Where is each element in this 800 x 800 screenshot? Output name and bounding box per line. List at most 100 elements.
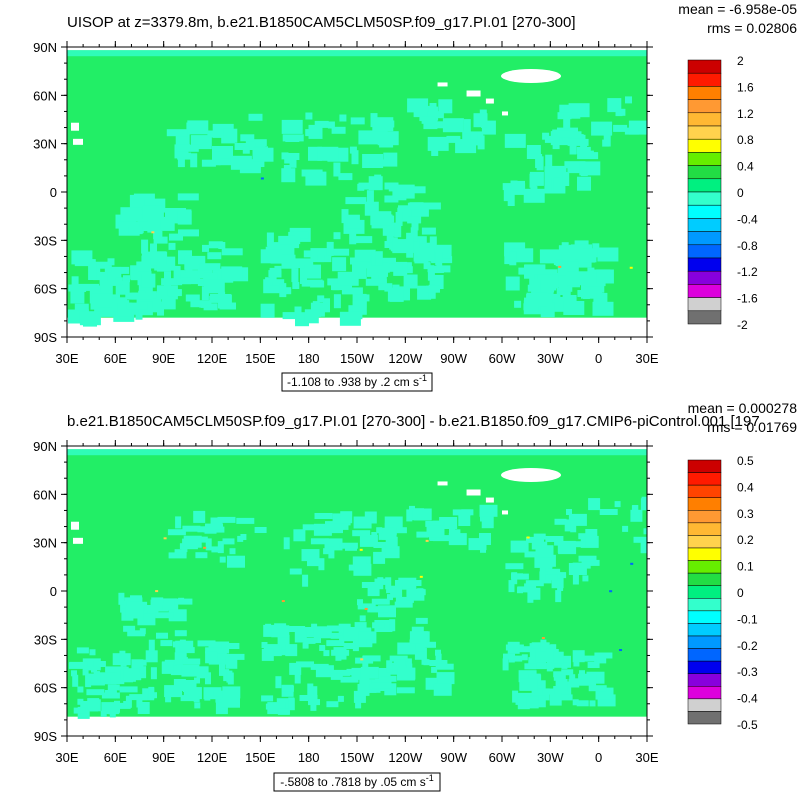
field-cell [293, 529, 306, 542]
field-cell [127, 630, 146, 637]
colorbar-label: 2 [737, 54, 744, 68]
field-cell [382, 221, 390, 236]
field-cell [351, 150, 359, 165]
field-cell [313, 523, 332, 536]
y-tick-label: 0 [50, 185, 57, 200]
x-tick-label: 30W [537, 351, 564, 366]
field-cell [384, 182, 399, 190]
land-block [502, 111, 508, 116]
field-cell [288, 697, 295, 710]
field-cell [245, 139, 267, 147]
field-cell [371, 251, 379, 266]
field-cell [328, 546, 335, 559]
colorbar-label: -1.6 [737, 292, 758, 306]
field-cell [222, 538, 235, 545]
colorbar-label: 0.4 [737, 480, 754, 494]
field-cell [446, 135, 461, 143]
field-cell [185, 294, 200, 302]
anomaly-dot [526, 536, 530, 539]
range-note-exponent: -1 [419, 373, 427, 383]
field-cell [525, 580, 544, 587]
x-tick-label: 150E [245, 351, 276, 366]
field-cell [376, 527, 383, 534]
field-polar-strip [67, 449, 647, 456]
field-cell [120, 600, 127, 613]
field-cell [129, 194, 137, 209]
field-cell [507, 641, 520, 654]
field-cell [479, 533, 491, 545]
field-cell [631, 505, 638, 512]
field-cell [353, 516, 372, 529]
colorbar-label: -0.3 [737, 665, 758, 679]
field-cell [353, 563, 372, 576]
field-cell [603, 132, 611, 147]
field-cell [323, 548, 330, 555]
map-field [67, 50, 647, 327]
chart-panel-2: b.e21.B1850CAM5CLM50SP.f09_g17.PI.01 [27… [33, 400, 797, 792]
field-cell [455, 139, 477, 154]
field-cell [141, 273, 156, 288]
land-block [466, 489, 481, 496]
field-cell [185, 266, 193, 274]
stat-mean: mean = -6.958e-05 [678, 1, 797, 17]
field-cell [541, 541, 548, 548]
field-cell [125, 695, 132, 708]
y-tick-label: 90N [33, 40, 57, 55]
anomaly-dot [419, 575, 423, 578]
field-cell [396, 687, 415, 694]
field-cell [330, 523, 349, 530]
field-cell [160, 640, 173, 647]
field-cell [205, 672, 211, 685]
field-cell [524, 663, 537, 670]
field-cell [599, 509, 618, 515]
chart-title: UISOP at z=3379.8m, b.e21.B1850CAM5CLM50… [67, 14, 576, 31]
field-cell [361, 582, 380, 588]
colorbar-swatch [687, 310, 722, 325]
field-cell [197, 526, 216, 533]
field-cell [144, 605, 163, 611]
field-cell [537, 274, 559, 289]
field-cell [282, 134, 304, 142]
field-cell [115, 277, 123, 285]
field-cell [71, 250, 93, 265]
y-tick-label: 30N [33, 536, 57, 551]
field-cell [277, 708, 290, 715]
field-cell [242, 146, 250, 154]
field-cell [355, 294, 370, 302]
x-tick-label: 120E [197, 750, 228, 765]
field-cell [504, 250, 512, 265]
field-cell [208, 241, 223, 249]
colorbar-swatch [687, 138, 722, 153]
field-cell [435, 653, 442, 666]
land-greenland [501, 69, 561, 83]
colorbar-swatch [687, 585, 722, 599]
field-cell [177, 210, 192, 225]
field-cell [511, 572, 518, 585]
field-cell [169, 233, 183, 241]
x-tick-label: 180 [298, 750, 320, 765]
field-cell [183, 680, 195, 692]
field-cell [223, 669, 230, 682]
field-cell [505, 563, 524, 570]
field-cell [203, 272, 218, 280]
colorbar-swatch [687, 59, 722, 74]
field-cell [415, 617, 428, 624]
field-cell [359, 615, 366, 622]
field-cell [585, 529, 598, 541]
field-cell [333, 232, 341, 240]
colorbar-label: -0.1 [737, 612, 758, 626]
field-cell [104, 677, 111, 684]
field-cell [331, 649, 350, 656]
field-cell [516, 573, 529, 580]
field-cell [429, 111, 444, 119]
field-cell [333, 294, 341, 309]
field-cell [285, 153, 300, 160]
land-greenland [501, 468, 561, 482]
field-cell [614, 501, 621, 508]
field-cell [470, 132, 478, 140]
field-cell [346, 668, 365, 675]
field-cell [315, 631, 321, 643]
field-cell [148, 686, 155, 699]
field-cell [201, 159, 216, 167]
x-tick-label: 60E [104, 750, 127, 765]
